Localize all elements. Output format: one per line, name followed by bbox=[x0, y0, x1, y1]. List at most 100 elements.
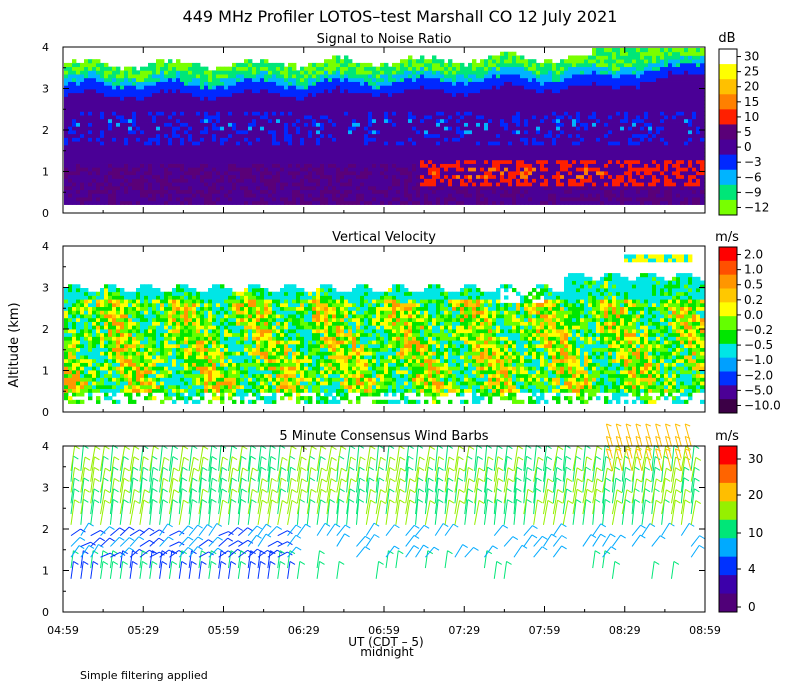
snr-cell bbox=[84, 74, 89, 79]
snr-cell bbox=[156, 200, 161, 205]
snr-cell bbox=[492, 197, 497, 202]
snr-cell bbox=[572, 85, 577, 90]
snr-cell bbox=[312, 148, 317, 153]
snr-cell bbox=[328, 81, 333, 86]
snr-cell bbox=[340, 100, 345, 105]
snr-cell bbox=[448, 111, 453, 116]
snr-cell bbox=[388, 189, 393, 194]
snr-cell bbox=[248, 92, 253, 97]
snr-cell bbox=[388, 185, 393, 191]
snr-cell bbox=[492, 107, 497, 112]
snr-cell bbox=[96, 130, 101, 135]
snr-cell bbox=[184, 85, 189, 90]
snr-cell bbox=[232, 77, 237, 82]
snr-cell bbox=[396, 103, 401, 109]
snr-cell bbox=[96, 118, 101, 123]
snr-cell bbox=[560, 111, 565, 116]
snr-cell bbox=[180, 115, 185, 120]
snr-cell bbox=[200, 100, 205, 105]
snr-cell bbox=[308, 141, 313, 146]
snr-cell bbox=[420, 193, 425, 198]
snr-cell bbox=[388, 77, 393, 82]
snr-cell bbox=[152, 167, 157, 172]
snr-cell bbox=[392, 111, 397, 116]
snr-cell bbox=[144, 152, 149, 157]
snr-cell bbox=[440, 126, 445, 131]
snr-cell bbox=[356, 107, 361, 112]
snr-cell bbox=[212, 118, 217, 123]
snr-cell bbox=[244, 167, 249, 172]
snr-cell bbox=[504, 141, 509, 146]
snr-cell bbox=[524, 107, 529, 112]
snr-cell bbox=[580, 133, 585, 138]
snr-cell bbox=[200, 159, 205, 164]
snr-cell bbox=[532, 96, 537, 101]
snr-cell bbox=[448, 107, 453, 112]
snr-cell bbox=[348, 118, 353, 123]
snr-cell bbox=[144, 92, 149, 97]
snr-cell bbox=[432, 118, 437, 123]
snr-cell bbox=[348, 111, 353, 116]
snr-cell bbox=[480, 92, 485, 97]
snr-cell bbox=[188, 193, 193, 198]
snr-cell bbox=[288, 174, 293, 179]
snr-cell bbox=[156, 81, 161, 86]
snr-cell bbox=[240, 81, 245, 86]
snr-cell bbox=[428, 107, 433, 112]
snr-cell bbox=[544, 126, 549, 131]
snr-cell bbox=[408, 81, 413, 86]
snr-cell bbox=[316, 174, 321, 179]
snr-cell bbox=[348, 122, 353, 127]
snr-cell bbox=[348, 152, 353, 157]
snr-cell bbox=[484, 174, 489, 179]
snr-cell bbox=[416, 159, 421, 164]
snr-cell bbox=[84, 189, 89, 194]
snr-cell bbox=[356, 126, 361, 131]
snr-cell bbox=[180, 178, 185, 183]
snr-cell bbox=[404, 141, 409, 146]
snr-cell bbox=[392, 122, 397, 127]
snr-cell bbox=[248, 118, 253, 123]
snr-cell bbox=[396, 92, 401, 97]
snr-cell bbox=[352, 174, 357, 179]
snr-cell bbox=[108, 133, 113, 138]
snr-cell bbox=[468, 159, 473, 164]
snr-cell bbox=[396, 70, 401, 75]
snr-cell bbox=[288, 118, 293, 123]
snr-cell bbox=[288, 107, 293, 112]
snr-cell bbox=[556, 171, 561, 176]
snr-cell bbox=[88, 118, 93, 123]
snr-cell bbox=[312, 100, 317, 105]
snr-cell bbox=[556, 178, 561, 183]
snr-cell bbox=[248, 96, 253, 101]
snr-cell bbox=[176, 115, 181, 120]
snr-cell bbox=[212, 103, 217, 109]
snr-cell bbox=[332, 92, 337, 97]
snr-cell bbox=[256, 89, 261, 94]
snr-cell bbox=[464, 107, 469, 112]
snr-cell bbox=[184, 122, 189, 127]
snr-cell bbox=[576, 144, 581, 150]
snr-cell bbox=[324, 111, 329, 116]
snr-cell bbox=[452, 189, 457, 194]
snr-cell bbox=[412, 163, 417, 168]
snr-cell bbox=[452, 107, 457, 112]
snr-cell bbox=[328, 85, 333, 90]
snr-cell bbox=[220, 77, 225, 82]
snr-cell bbox=[128, 200, 133, 205]
snr-cell bbox=[172, 96, 177, 101]
snr-cell bbox=[344, 141, 349, 146]
snr-cell bbox=[456, 144, 461, 150]
snr-cell bbox=[204, 148, 209, 153]
snr-cell bbox=[336, 156, 341, 161]
snr-cell bbox=[96, 148, 101, 153]
snr-cell bbox=[212, 141, 217, 146]
snr-cell bbox=[168, 96, 173, 101]
snr-cell bbox=[556, 148, 561, 153]
snr-cell bbox=[164, 144, 169, 150]
snr-cell bbox=[436, 193, 441, 198]
snr-cell bbox=[388, 89, 393, 94]
snr-cell bbox=[336, 189, 341, 194]
snr-cell bbox=[180, 167, 185, 172]
snr-cell bbox=[460, 89, 465, 94]
